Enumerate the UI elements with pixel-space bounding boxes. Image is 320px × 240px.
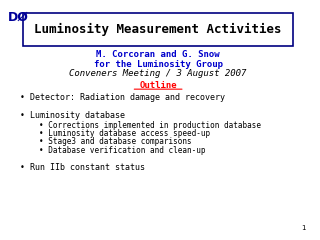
Text: • Stage3 and database comparisons: • Stage3 and database comparisons (39, 137, 192, 146)
Text: DØ: DØ (8, 11, 28, 24)
Text: • Luminosity database access speed-up: • Luminosity database access speed-up (39, 129, 210, 138)
Text: 1: 1 (301, 226, 306, 232)
Text: for the Luminosity Group: for the Luminosity Group (94, 60, 223, 69)
Text: Conveners Meeting / 3 August 2007: Conveners Meeting / 3 August 2007 (69, 69, 247, 78)
Text: • Database verification and clean-up: • Database verification and clean-up (39, 146, 205, 155)
Text: • Detector: Radiation damage and recovery: • Detector: Radiation damage and recover… (20, 93, 225, 102)
Text: • Run IIb constant status: • Run IIb constant status (20, 163, 145, 172)
Text: • Corrections implemented in production database: • Corrections implemented in production … (39, 121, 261, 130)
Text: • Luminosity database: • Luminosity database (20, 111, 125, 120)
Text: Outline: Outline (139, 81, 177, 90)
FancyBboxPatch shape (23, 13, 293, 47)
Text: M. Corcoran and G. Snow: M. Corcoran and G. Snow (96, 50, 220, 59)
Text: Luminosity Measurement Activities: Luminosity Measurement Activities (34, 23, 282, 36)
